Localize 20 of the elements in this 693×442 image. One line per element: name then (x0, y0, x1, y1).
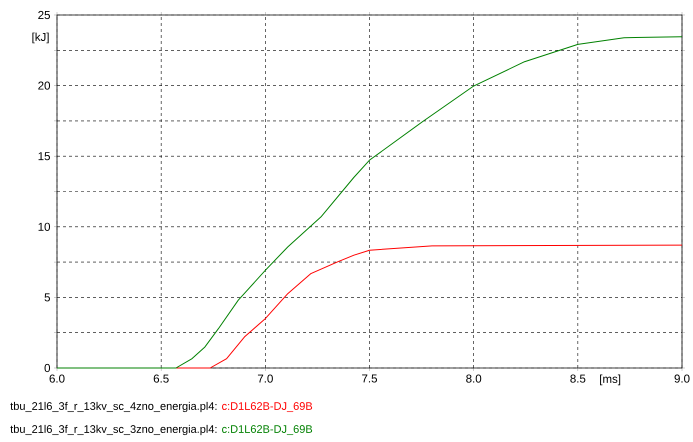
text: c:D1L62B-DJ_69B (222, 402, 312, 412)
y-tick-label: 20 (38, 82, 50, 90)
y-tick-label: 5 (44, 293, 50, 302)
x-tick-label: 6.0 (50, 374, 65, 383)
y-tick-label: 10 (38, 222, 50, 231)
line-series (56, 36, 683, 368)
x-tick-label: 7.0 (258, 374, 273, 383)
y-tick-label: 0 (44, 364, 50, 372)
x-tick-label: 6.5 (154, 374, 169, 383)
text: tbu_21l6_3f_r_13kv_sc_3zno_energia.pl4: (10, 424, 216, 436)
x-tick-label: 7.5 (362, 374, 378, 383)
x-tick-label: 8.5 (570, 374, 586, 383)
x-axis-title: [ms] (600, 374, 620, 386)
x-tick-label: 9.0 (674, 374, 690, 383)
y-tick-label: 15 (38, 152, 50, 160)
y-tick-label: 25 (38, 10, 50, 20)
x-tick-label: 8.0 (466, 374, 482, 383)
text: tbu_21l6_3f_r_13kv_sc_4zno_energia.pl4: (10, 402, 216, 412)
text: c:D1L62B-DJ_69B (222, 425, 312, 436)
y-axis-title: [kJ] (32, 32, 49, 44)
